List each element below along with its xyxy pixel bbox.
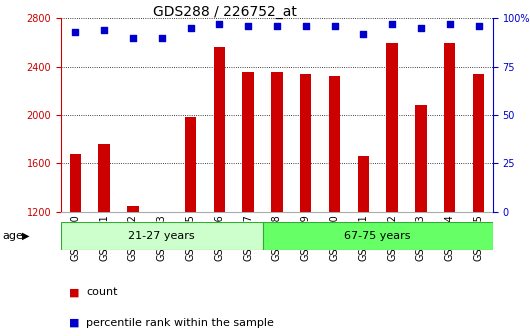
Bar	[214, 47, 225, 212]
Bar	[386, 43, 398, 212]
Text: ■: ■	[69, 318, 80, 328]
Bar	[271, 72, 282, 212]
Bar	[156, 212, 167, 215]
Point	[100, 28, 108, 33]
Point	[272, 24, 281, 29]
Point	[330, 24, 339, 29]
Point	[129, 35, 137, 41]
Point	[359, 31, 368, 37]
Bar	[300, 74, 312, 212]
Bar	[473, 74, 484, 212]
Point	[215, 22, 224, 27]
Bar	[262, 222, 493, 250]
Text: 21-27 years: 21-27 years	[128, 231, 195, 241]
Text: 67-75 years: 67-75 years	[344, 231, 411, 241]
Bar	[242, 72, 254, 212]
Point	[71, 29, 80, 35]
Point	[388, 22, 396, 27]
Bar	[99, 144, 110, 212]
Bar	[444, 43, 455, 212]
Point	[474, 24, 483, 29]
Text: ■: ■	[69, 287, 80, 297]
Point	[157, 35, 166, 41]
Bar	[329, 77, 340, 212]
Text: age: age	[3, 231, 23, 241]
Point	[302, 24, 310, 29]
Bar	[415, 106, 427, 212]
Bar	[69, 154, 81, 212]
Point	[244, 24, 252, 29]
Text: percentile rank within the sample: percentile rank within the sample	[86, 318, 274, 328]
Bar	[358, 156, 369, 212]
Bar	[127, 206, 139, 212]
Text: count: count	[86, 287, 118, 297]
Point	[417, 26, 425, 31]
Bar	[61, 222, 262, 250]
Text: GDS288 / 226752_at: GDS288 / 226752_at	[153, 5, 297, 19]
Point	[445, 22, 454, 27]
Bar	[185, 118, 196, 212]
Text: ▶: ▶	[22, 231, 30, 241]
Point	[187, 26, 195, 31]
